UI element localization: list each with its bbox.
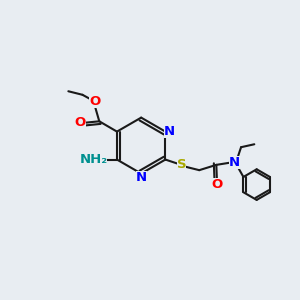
Text: O: O bbox=[211, 178, 223, 191]
Text: N: N bbox=[229, 156, 240, 169]
Text: NH₂: NH₂ bbox=[79, 153, 107, 166]
Text: N: N bbox=[164, 125, 175, 138]
Text: N: N bbox=[136, 171, 147, 184]
Text: O: O bbox=[74, 116, 86, 129]
Text: S: S bbox=[177, 158, 186, 171]
Text: O: O bbox=[89, 95, 100, 108]
